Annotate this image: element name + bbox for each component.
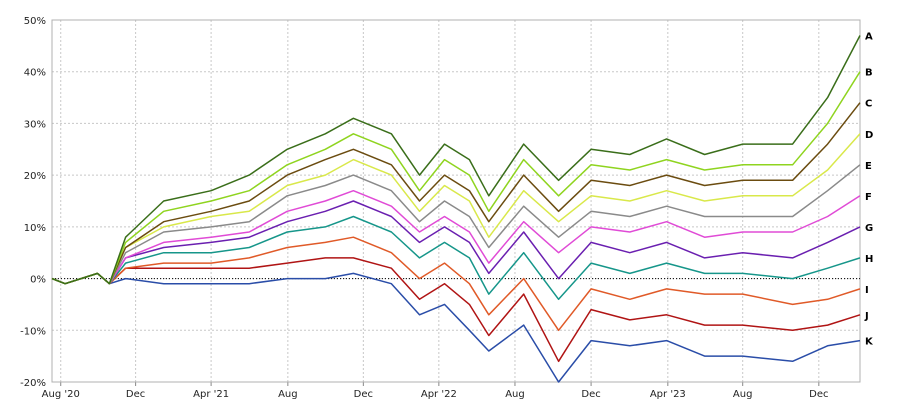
series-label-E: E (865, 161, 872, 172)
y-tick-label: 0% (30, 275, 46, 286)
y-tick-label: 30% (24, 119, 46, 130)
series-line-B (51, 71, 861, 285)
series-label-A: A (865, 32, 873, 43)
x-tick-label: Apr '23 (650, 389, 686, 400)
series-line-H (51, 215, 861, 301)
y-tick-label: -20% (20, 378, 46, 389)
series-line-C (51, 102, 861, 285)
y-tick-label: 20% (24, 171, 46, 182)
series-label-D: D (865, 130, 873, 141)
series-label-I: I (865, 285, 869, 296)
x-tick-label: Aug '20 (42, 389, 80, 400)
x-tick-label: Apr '21 (193, 389, 229, 400)
x-axis-ticks: Aug '20 Dec Apr '21 Aug Dec Apr '22 Aug Dec Apr … (42, 389, 829, 400)
series-line-I (51, 236, 861, 332)
gridlines (52, 19, 860, 383)
series-line-E (51, 164, 861, 285)
series-label-G: G (865, 223, 873, 234)
series-lines (51, 35, 861, 383)
series-label-B: B (865, 68, 873, 79)
series-label-K: K (865, 337, 874, 348)
series-end-labels: A B C D E F G H I J K (864, 32, 874, 348)
series-label-J: J (864, 311, 869, 322)
x-tick-label: Aug (505, 389, 525, 400)
series-label-C: C (865, 99, 872, 110)
x-tick-label: Apr '22 (421, 389, 457, 400)
x-tick-label: Dec (354, 389, 373, 400)
y-tick-label: 10% (24, 223, 46, 234)
x-tick-label: Dec (809, 389, 828, 400)
x-tick-label: Aug (733, 389, 753, 400)
plot-frame (51, 19, 861, 383)
axes (51, 19, 861, 386)
series-label-F: F (865, 192, 872, 203)
y-tick-label: 50% (24, 16, 46, 27)
x-tick-label: Aug (278, 389, 298, 400)
series-line-F (51, 189, 861, 285)
series-label-H: H (865, 254, 873, 265)
series-line-A (51, 35, 861, 285)
series-line-J (51, 257, 861, 363)
x-tick-label: Dec (581, 389, 600, 400)
series-line-K (51, 272, 861, 383)
x-tick-label: Dec (126, 389, 145, 400)
y-axis-ticks: 50% 40% 30% 20% 10% 0% -10% -20% (20, 16, 46, 389)
series-line-G (51, 200, 861, 285)
y-tick-label: -10% (20, 326, 46, 337)
y-tick-label: 40% (24, 68, 46, 79)
